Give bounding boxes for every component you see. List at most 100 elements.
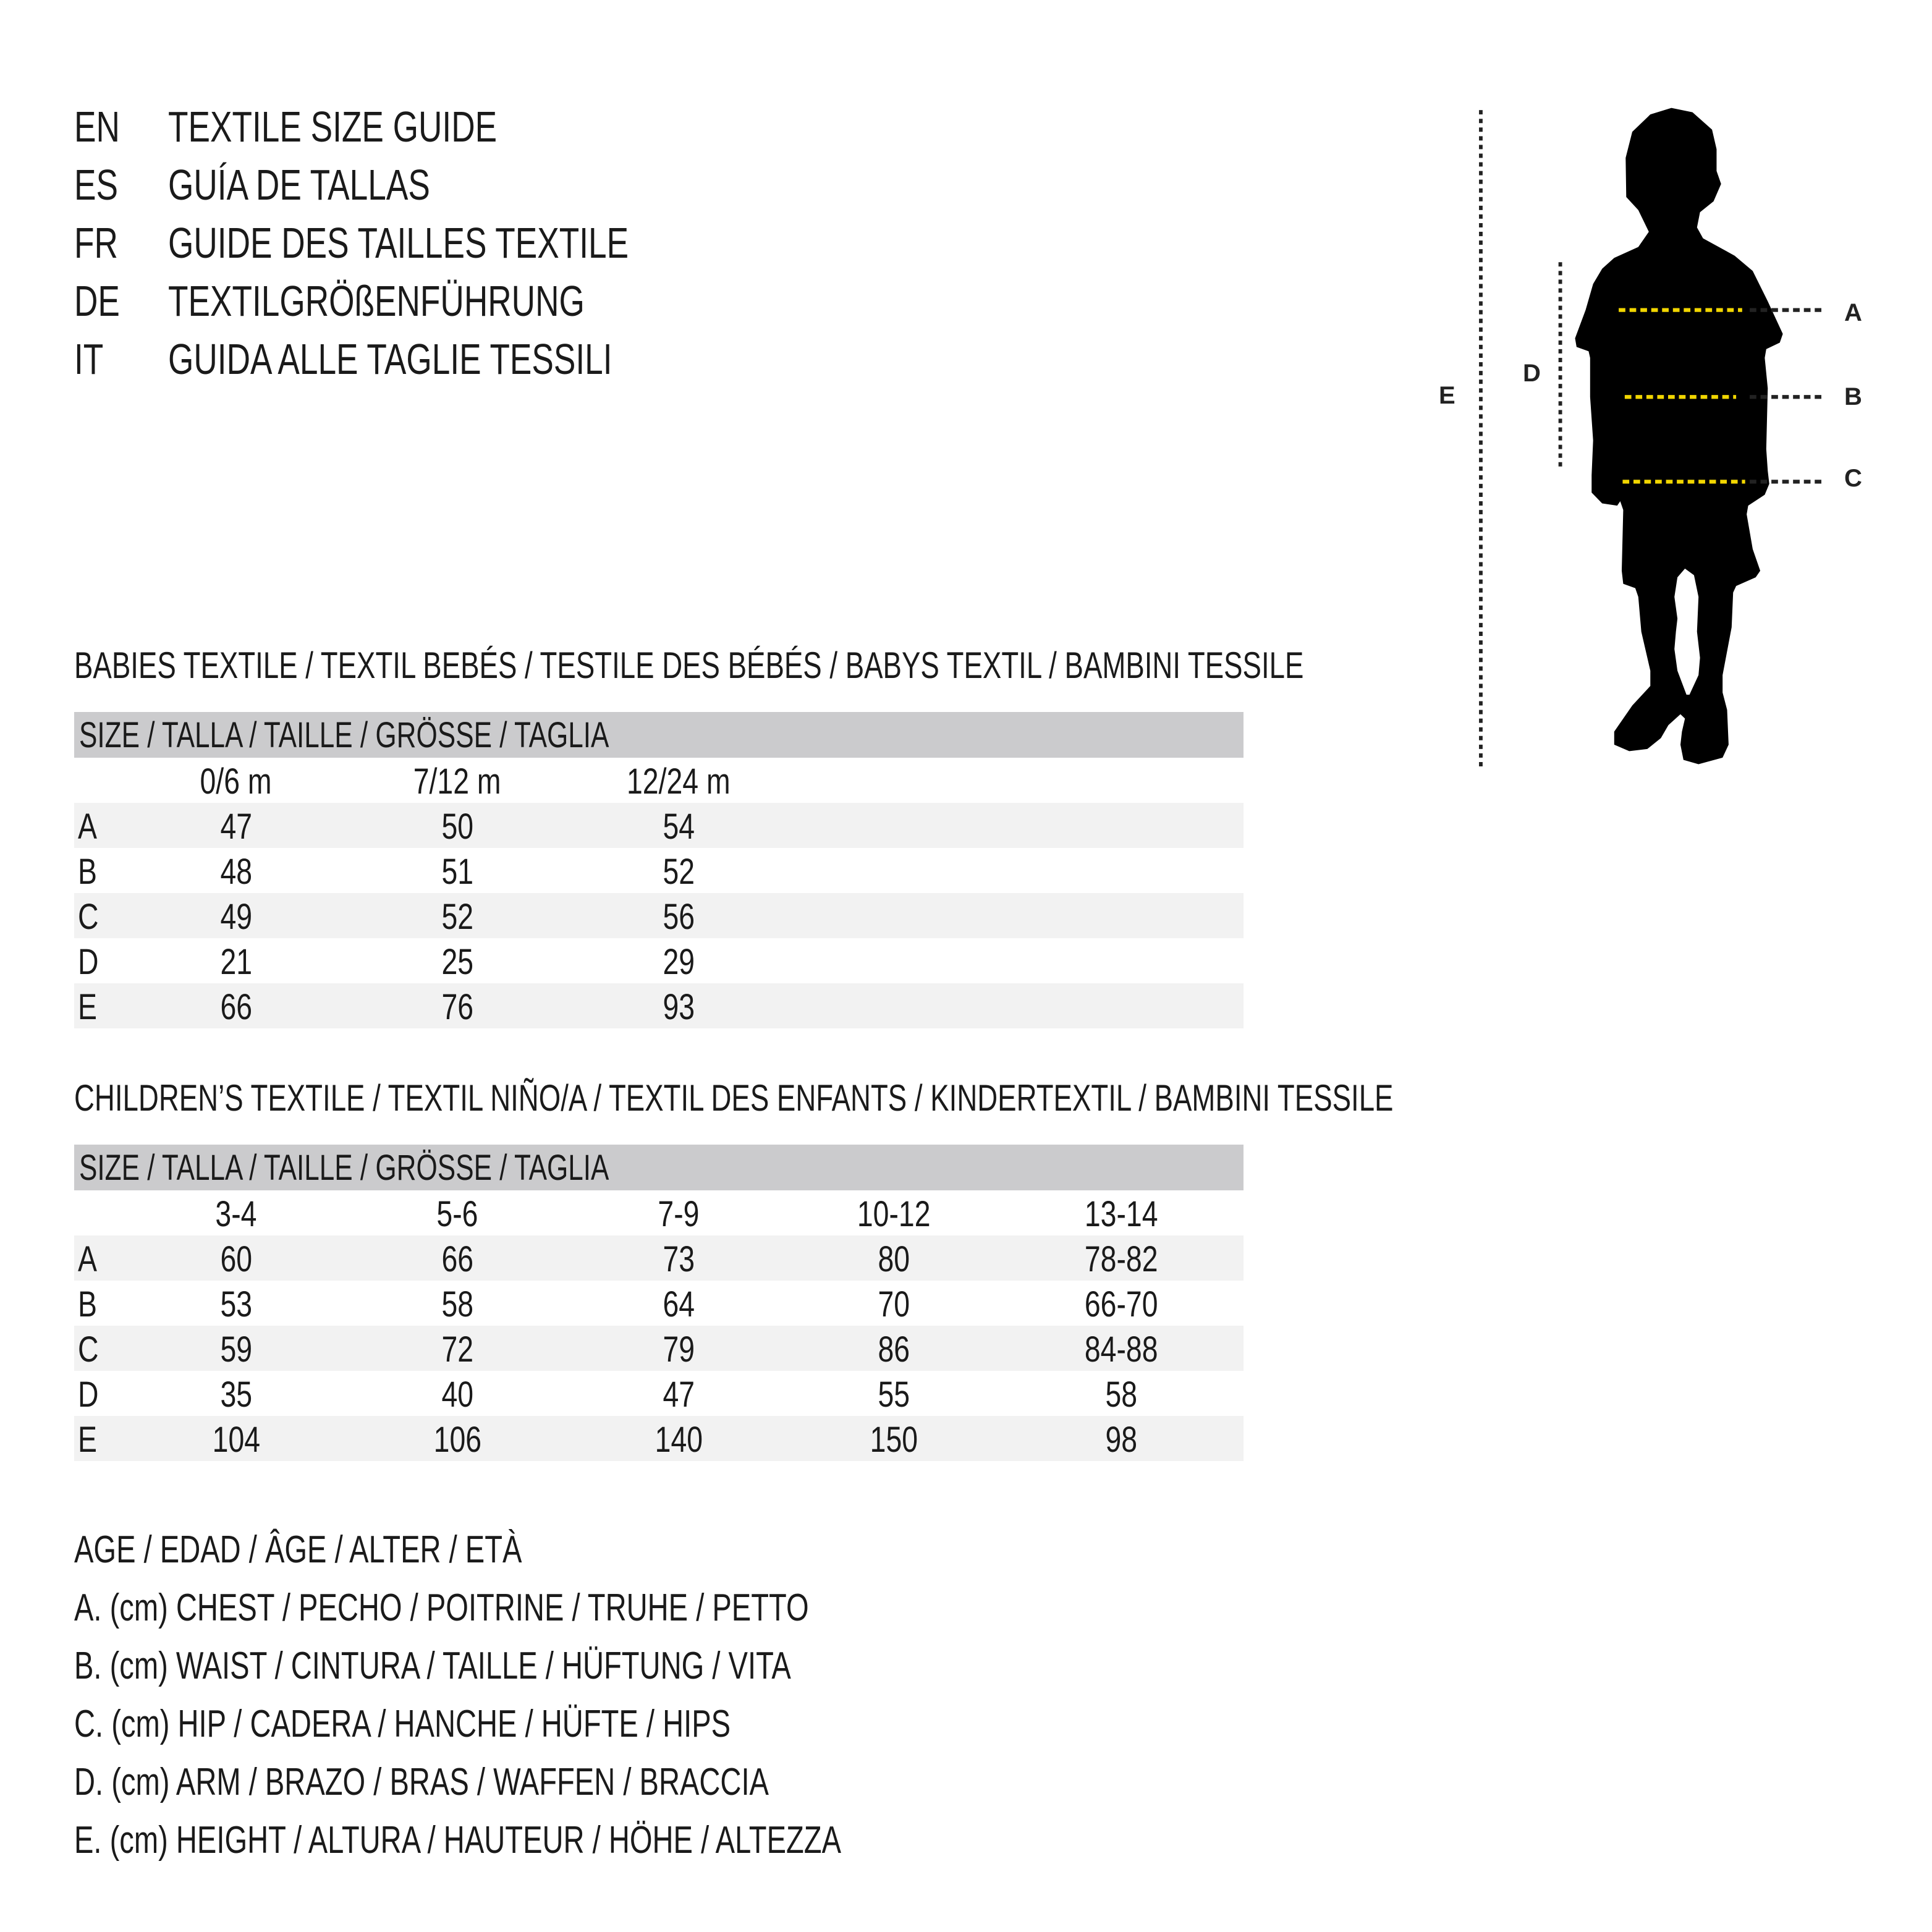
- row-label-text: E: [78, 1420, 97, 1460]
- table-cell: 54: [586, 803, 771, 851]
- table-row: A 60 66 73 80 78-82: [74, 1235, 1244, 1281]
- table-cell: 80: [801, 1235, 986, 1284]
- column-header: 5-6: [365, 1190, 550, 1239]
- column-header-label: 12/24 m: [627, 761, 731, 802]
- cell-value: 79: [663, 1329, 695, 1370]
- table-row: D 21 25 29: [74, 938, 1244, 983]
- figure-label-c: C: [1844, 465, 1862, 492]
- cell-value: 55: [878, 1375, 910, 1415]
- cell-value: 35: [220, 1375, 252, 1415]
- cell-value: 40: [441, 1375, 473, 1415]
- cell-value: 66: [441, 1239, 473, 1279]
- cell-value: 98: [1105, 1420, 1137, 1460]
- figure-label-e: E: [1439, 382, 1455, 409]
- table-row: A 47 50 54: [74, 803, 1244, 848]
- legend-text: E. (cm) HEIGHT / ALTURA / HAUTEUR / HÖHE…: [74, 1819, 841, 1862]
- guide-title: GUIDE DES TAILLES TEXTILE: [168, 219, 629, 267]
- cell-value: 21: [220, 942, 252, 982]
- cell-value: 56: [663, 897, 695, 937]
- row-label-text: C: [78, 1329, 99, 1370]
- row-label: E: [78, 1416, 102, 1464]
- cell-value: 104: [212, 1420, 260, 1460]
- table-cell: 70: [801, 1281, 986, 1329]
- table-cell: 35: [143, 1371, 329, 1419]
- child-silhouette: [1575, 108, 1783, 765]
- column-header-label: 3-4: [215, 1194, 257, 1234]
- column-header-label: 5-6: [436, 1194, 478, 1234]
- table-cell: 72: [365, 1326, 550, 1374]
- column-header: 3-4: [143, 1190, 329, 1239]
- cell-value: 66: [220, 987, 252, 1027]
- column-header-row: 0/6 m 7/12 m 12/24 m: [74, 758, 1244, 803]
- table-cell: 59: [143, 1326, 329, 1374]
- title-line-es: ES GUÍA DE TALLAS: [74, 156, 816, 214]
- cell-value: 52: [663, 852, 695, 892]
- cell-value: 76: [441, 987, 473, 1027]
- table-row: D 35 40 47 55 58: [74, 1371, 1244, 1416]
- table-row: B 48 51 52: [74, 848, 1244, 893]
- table-row: E 104 106 140 150 98: [74, 1416, 1244, 1461]
- cell-value: 49: [220, 897, 252, 937]
- table-cell: 140: [586, 1416, 771, 1464]
- cell-value: 47: [663, 1375, 695, 1415]
- cell-value: 66-70: [1084, 1284, 1158, 1324]
- cell-value: 93: [663, 987, 695, 1027]
- table-cell: 104: [143, 1416, 329, 1464]
- figure-label-a: A: [1844, 299, 1862, 326]
- table-cell: 58: [1028, 1371, 1214, 1419]
- column-header: 10-12: [801, 1190, 986, 1239]
- row-label: C: [78, 1326, 104, 1374]
- cell-value: 25: [441, 942, 473, 982]
- cell-value: 72: [441, 1329, 473, 1370]
- table-row: B 53 58 64 70 66-70: [74, 1281, 1244, 1326]
- table-cell: 25: [365, 938, 550, 986]
- legend-item: A. (cm) CHEST / PECHO / POITRINE / TRUHE…: [74, 1579, 1083, 1637]
- row-label-text: B: [78, 1284, 97, 1324]
- language-code: ES: [74, 161, 118, 209]
- size-guide-title-block: EN TEXTILE SIZE GUIDE ES GUÍA DE TALLAS FR GU…: [74, 98, 816, 388]
- cell-value: 84-88: [1084, 1329, 1158, 1370]
- legend-item: E. (cm) HEIGHT / ALTURA / HAUTEUR / HÖHE…: [74, 1811, 1083, 1870]
- cell-value: 80: [878, 1239, 910, 1279]
- legend-text: C. (cm) HIP / CADERA / HANCHE / HÜFTE / …: [74, 1703, 731, 1745]
- table-cell: 49: [143, 893, 329, 941]
- column-header: 13-14: [1028, 1190, 1214, 1239]
- column-header: 12/24 m: [586, 758, 771, 806]
- legend-item: B. (cm) WAIST / CINTURA / TAILLE / HÜFTU…: [74, 1637, 1083, 1695]
- table-cell: 53: [143, 1281, 329, 1329]
- table-cell: 93: [586, 983, 771, 1032]
- column-header-row: 3-4 5-6 7-9 10-12 13-14: [74, 1190, 1244, 1235]
- title-line-fr: FR GUIDE DES TAILLES TEXTILE: [74, 214, 816, 272]
- table-row: E 66 76 93: [74, 983, 1244, 1028]
- language-code: IT: [74, 335, 104, 383]
- table-cell: 66: [143, 983, 329, 1032]
- size-header-bar: SIZE / TALLA / TAILLE / GRÖSSE / TAGLIA: [74, 1145, 1244, 1190]
- babies-section-title: BABIES TEXTILE / TEXTIL BEBÉS / TESTILE …: [74, 645, 1304, 686]
- cell-value: 140: [655, 1420, 703, 1460]
- legend-item: D. (cm) ARM / BRAZO / BRAS / WAFFEN / BR…: [74, 1753, 1083, 1811]
- table-cell: 84-88: [1028, 1326, 1214, 1374]
- size-header-label: SIZE / TALLA / TAILLE / GRÖSSE / TAGLIA: [79, 1148, 609, 1188]
- legend-item: AGE / EDAD / ÂGE / ALTER / ETÀ: [74, 1521, 1083, 1579]
- cell-value: 54: [663, 807, 695, 847]
- guide-title: GUÍA DE TALLAS: [168, 161, 430, 209]
- language-code: FR: [74, 219, 118, 267]
- legend-text: AGE / EDAD / ÂGE / ALTER / ETÀ: [74, 1528, 522, 1571]
- title-line-de: DE TEXTILGRÖßENFÜHRUNG: [74, 272, 816, 330]
- cell-value: 59: [220, 1329, 252, 1370]
- table-cell: 56: [586, 893, 771, 941]
- column-header-label: 0/6 m: [200, 761, 273, 802]
- table-cell: 86: [801, 1326, 986, 1374]
- table-cell: 51: [365, 848, 550, 896]
- row-label-text: A: [78, 807, 97, 847]
- table-cell: 47: [586, 1371, 771, 1419]
- cell-value: 47: [220, 807, 252, 847]
- row-label: D: [78, 938, 104, 986]
- legend-text: B. (cm) WAIST / CINTURA / TAILLE / HÜFTU…: [74, 1645, 791, 1687]
- row-label: B: [78, 1281, 102, 1329]
- cell-value: 52: [441, 897, 473, 937]
- table-row: C 49 52 56: [74, 893, 1244, 938]
- table-cell: 52: [365, 893, 550, 941]
- table-cell: 106: [365, 1416, 550, 1464]
- table-cell: 40: [365, 1371, 550, 1419]
